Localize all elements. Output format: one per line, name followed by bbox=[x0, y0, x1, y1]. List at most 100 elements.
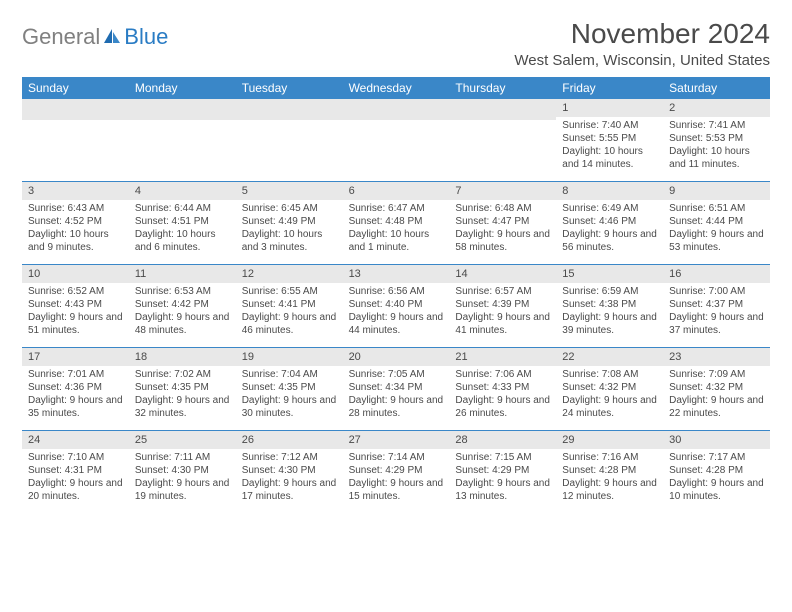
sunset-text: Sunset: 4:51 PM bbox=[135, 215, 230, 228]
day-number: 7 bbox=[449, 182, 556, 200]
daylight-text: Daylight: 9 hours and 24 minutes. bbox=[562, 394, 657, 420]
calendar-page: General Blue November 2024 West Salem, W… bbox=[0, 0, 792, 531]
day-cell: 27Sunrise: 7:14 AMSunset: 4:29 PMDayligh… bbox=[343, 431, 450, 513]
sunrise-text: Sunrise: 7:41 AM bbox=[669, 119, 764, 132]
day-header-thu: Thursday bbox=[449, 77, 556, 99]
day-number: 3 bbox=[22, 182, 129, 200]
day-body: Sunrise: 7:00 AMSunset: 4:37 PMDaylight:… bbox=[663, 283, 770, 341]
day-cell: 4Sunrise: 6:44 AMSunset: 4:51 PMDaylight… bbox=[129, 182, 236, 264]
daylight-text: Daylight: 10 hours and 1 minute. bbox=[349, 228, 444, 254]
day-body: Sunrise: 6:47 AMSunset: 4:48 PMDaylight:… bbox=[343, 200, 450, 258]
sunrise-text: Sunrise: 7:14 AM bbox=[349, 451, 444, 464]
day-cell: 5Sunrise: 6:45 AMSunset: 4:49 PMDaylight… bbox=[236, 182, 343, 264]
day-cell: 2Sunrise: 7:41 AMSunset: 5:53 PMDaylight… bbox=[663, 99, 770, 181]
sunset-text: Sunset: 4:33 PM bbox=[455, 381, 550, 394]
sunset-text: Sunset: 4:38 PM bbox=[562, 298, 657, 311]
day-body bbox=[129, 120, 236, 126]
day-body: Sunrise: 7:06 AMSunset: 4:33 PMDaylight:… bbox=[449, 366, 556, 424]
sunrise-text: Sunrise: 7:12 AM bbox=[242, 451, 337, 464]
day-cell: 30Sunrise: 7:17 AMSunset: 4:28 PMDayligh… bbox=[663, 431, 770, 513]
sunset-text: Sunset: 4:42 PM bbox=[135, 298, 230, 311]
day-cell: 24Sunrise: 7:10 AMSunset: 4:31 PMDayligh… bbox=[22, 431, 129, 513]
calendar: Sunday Monday Tuesday Wednesday Thursday… bbox=[22, 77, 770, 513]
day-cell: 22Sunrise: 7:08 AMSunset: 4:32 PMDayligh… bbox=[556, 348, 663, 430]
sunrise-text: Sunrise: 7:09 AM bbox=[669, 368, 764, 381]
month-title: November 2024 bbox=[514, 18, 770, 50]
day-body: Sunrise: 6:49 AMSunset: 4:46 PMDaylight:… bbox=[556, 200, 663, 258]
daylight-text: Daylight: 9 hours and 37 minutes. bbox=[669, 311, 764, 337]
day-number: 8 bbox=[556, 182, 663, 200]
daylight-text: Daylight: 9 hours and 56 minutes. bbox=[562, 228, 657, 254]
day-number bbox=[22, 99, 129, 120]
day-body: Sunrise: 6:53 AMSunset: 4:42 PMDaylight:… bbox=[129, 283, 236, 341]
sunrise-text: Sunrise: 7:08 AM bbox=[562, 368, 657, 381]
logo-sail-icon bbox=[102, 27, 122, 47]
sunset-text: Sunset: 4:30 PM bbox=[135, 464, 230, 477]
day-number: 19 bbox=[236, 348, 343, 366]
day-header-sun: Sunday bbox=[22, 77, 129, 99]
day-cell: 21Sunrise: 7:06 AMSunset: 4:33 PMDayligh… bbox=[449, 348, 556, 430]
day-body: Sunrise: 7:41 AMSunset: 5:53 PMDaylight:… bbox=[663, 117, 770, 175]
daylight-text: Daylight: 9 hours and 19 minutes. bbox=[135, 477, 230, 503]
daylight-text: Daylight: 9 hours and 17 minutes. bbox=[242, 477, 337, 503]
daylight-text: Daylight: 9 hours and 41 minutes. bbox=[455, 311, 550, 337]
day-number: 24 bbox=[22, 431, 129, 449]
day-body bbox=[236, 120, 343, 126]
daylight-text: Daylight: 9 hours and 15 minutes. bbox=[349, 477, 444, 503]
day-body bbox=[22, 120, 129, 126]
sunrise-text: Sunrise: 6:49 AM bbox=[562, 202, 657, 215]
sunrise-text: Sunrise: 7:00 AM bbox=[669, 285, 764, 298]
day-number: 1 bbox=[556, 99, 663, 117]
day-body: Sunrise: 6:56 AMSunset: 4:40 PMDaylight:… bbox=[343, 283, 450, 341]
sunset-text: Sunset: 4:46 PM bbox=[562, 215, 657, 228]
sunset-text: Sunset: 4:40 PM bbox=[349, 298, 444, 311]
day-number: 2 bbox=[663, 99, 770, 117]
day-body: Sunrise: 6:57 AMSunset: 4:39 PMDaylight:… bbox=[449, 283, 556, 341]
day-number: 21 bbox=[449, 348, 556, 366]
day-cell: 8Sunrise: 6:49 AMSunset: 4:46 PMDaylight… bbox=[556, 182, 663, 264]
day-cell: 19Sunrise: 7:04 AMSunset: 4:35 PMDayligh… bbox=[236, 348, 343, 430]
sunrise-text: Sunrise: 7:15 AM bbox=[455, 451, 550, 464]
sunset-text: Sunset: 4:30 PM bbox=[242, 464, 337, 477]
day-body: Sunrise: 6:45 AMSunset: 4:49 PMDaylight:… bbox=[236, 200, 343, 258]
sunset-text: Sunset: 4:29 PM bbox=[349, 464, 444, 477]
day-cell: 26Sunrise: 7:12 AMSunset: 4:30 PMDayligh… bbox=[236, 431, 343, 513]
daylight-text: Daylight: 10 hours and 6 minutes. bbox=[135, 228, 230, 254]
day-number: 20 bbox=[343, 348, 450, 366]
sunset-text: Sunset: 4:43 PM bbox=[28, 298, 123, 311]
sunrise-text: Sunrise: 6:45 AM bbox=[242, 202, 337, 215]
day-cell: 6Sunrise: 6:47 AMSunset: 4:48 PMDaylight… bbox=[343, 182, 450, 264]
daylight-text: Daylight: 10 hours and 3 minutes. bbox=[242, 228, 337, 254]
daylight-text: Daylight: 9 hours and 20 minutes. bbox=[28, 477, 123, 503]
sunrise-text: Sunrise: 7:05 AM bbox=[349, 368, 444, 381]
sunrise-text: Sunrise: 6:51 AM bbox=[669, 202, 764, 215]
week-row: 3Sunrise: 6:43 AMSunset: 4:52 PMDaylight… bbox=[22, 182, 770, 265]
day-number: 13 bbox=[343, 265, 450, 283]
day-number bbox=[343, 99, 450, 120]
week-row: 10Sunrise: 6:52 AMSunset: 4:43 PMDayligh… bbox=[22, 265, 770, 348]
day-cell bbox=[236, 99, 343, 181]
day-number: 16 bbox=[663, 265, 770, 283]
daylight-text: Daylight: 9 hours and 13 minutes. bbox=[455, 477, 550, 503]
day-cell bbox=[449, 99, 556, 181]
sunrise-text: Sunrise: 7:11 AM bbox=[135, 451, 230, 464]
day-number: 29 bbox=[556, 431, 663, 449]
daylight-text: Daylight: 9 hours and 44 minutes. bbox=[349, 311, 444, 337]
sunset-text: Sunset: 4:28 PM bbox=[562, 464, 657, 477]
day-header-fri: Friday bbox=[556, 77, 663, 99]
sunrise-text: Sunrise: 7:40 AM bbox=[562, 119, 657, 132]
daylight-text: Daylight: 9 hours and 10 minutes. bbox=[669, 477, 764, 503]
sunset-text: Sunset: 4:44 PM bbox=[669, 215, 764, 228]
sunrise-text: Sunrise: 6:56 AM bbox=[349, 285, 444, 298]
sunset-text: Sunset: 4:35 PM bbox=[135, 381, 230, 394]
daylight-text: Daylight: 9 hours and 51 minutes. bbox=[28, 311, 123, 337]
daylight-text: Daylight: 10 hours and 11 minutes. bbox=[669, 145, 764, 171]
daylight-text: Daylight: 9 hours and 53 minutes. bbox=[669, 228, 764, 254]
day-cell bbox=[129, 99, 236, 181]
sunset-text: Sunset: 4:39 PM bbox=[455, 298, 550, 311]
header-row: General Blue November 2024 West Salem, W… bbox=[22, 18, 770, 69]
sunset-text: Sunset: 4:47 PM bbox=[455, 215, 550, 228]
day-body: Sunrise: 7:04 AMSunset: 4:35 PMDaylight:… bbox=[236, 366, 343, 424]
day-cell: 10Sunrise: 6:52 AMSunset: 4:43 PMDayligh… bbox=[22, 265, 129, 347]
daylight-text: Daylight: 9 hours and 26 minutes. bbox=[455, 394, 550, 420]
